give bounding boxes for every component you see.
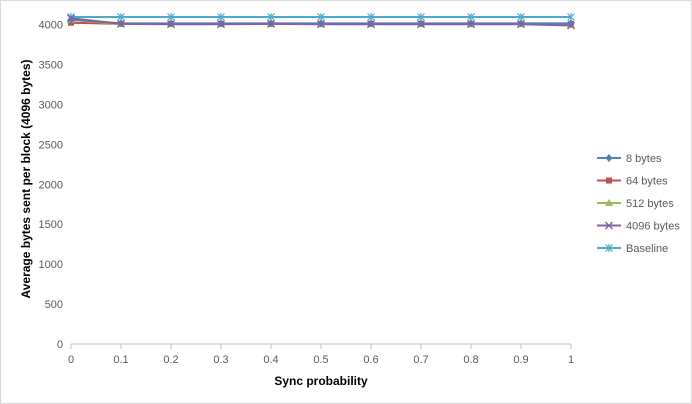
y-tick-label: 2000 (39, 179, 63, 191)
y-tick-label: 4000 (39, 20, 63, 32)
legend: 8 bytes 64 bytes 512 bytes 4096 bytes Baseli… (597, 153, 680, 255)
x-tick-label: 0.8 (463, 354, 478, 366)
x-tick-label: 0.9 (513, 354, 528, 366)
plot-area: 0 0.1 0.2 0.3 0.4 0.5 0.6 0.7 0.8 0.9 1 0 500 1000 150… (39, 20, 575, 366)
legend-marker (605, 199, 613, 206)
data-point (67, 14, 75, 23)
legend-item: 4096 bytes (597, 221, 680, 233)
data-point (217, 20, 225, 29)
x-tick-label: 1 (568, 354, 574, 366)
x-tick-label: 0.7 (413, 354, 428, 366)
legend-marker (605, 221, 613, 230)
y-tick-label: 1000 (39, 259, 63, 271)
legend-label: 512 bytes (626, 198, 674, 210)
data-point (417, 20, 425, 29)
data-point (517, 20, 525, 29)
y-tick-label: 3500 (39, 60, 63, 72)
y-tick-label: 3000 (39, 99, 63, 111)
data-point (117, 19, 125, 28)
data-point (267, 19, 275, 28)
x-tick-label: 0.3 (213, 354, 228, 366)
series-4096-bytes (67, 14, 575, 30)
y-tick-label: 500 (45, 299, 63, 311)
x-tick-label: 0.5 (313, 354, 328, 366)
x-tick-label: 0 (68, 354, 74, 366)
legend-item: 8 bytes (597, 153, 662, 165)
legend-label: 8 bytes (626, 153, 662, 165)
y-axis-title: Average bytes sent per block (4096 bytes… (19, 60, 33, 299)
y-tick-label: 0 (57, 339, 63, 351)
legend-item: 64 bytes (597, 176, 668, 188)
y-tick-label: 1500 (39, 219, 63, 231)
x-tick-label: 0.1 (113, 354, 128, 366)
legend-marker (606, 177, 612, 184)
legend-item: 512 bytes (597, 198, 674, 210)
data-point (567, 21, 575, 30)
data-point (317, 20, 325, 29)
y-tick-label: 2500 (39, 139, 63, 151)
x-axis-title: Sync probability (274, 374, 368, 388)
data-point (167, 20, 175, 29)
x-tick-label: 0.6 (363, 354, 378, 366)
series-layer (67, 13, 575, 30)
legend-label: 64 bytes (626, 176, 668, 188)
legend-marker (605, 154, 613, 162)
legend-item: Baseline (597, 243, 668, 255)
data-point (467, 20, 475, 29)
legend-label: 4096 bytes (626, 221, 680, 233)
data-point (367, 20, 375, 29)
legend-label: Baseline (626, 243, 668, 255)
legend-marker (605, 244, 613, 252)
x-tick-label: 0.2 (163, 354, 178, 366)
x-tick-label: 0.4 (263, 354, 278, 366)
